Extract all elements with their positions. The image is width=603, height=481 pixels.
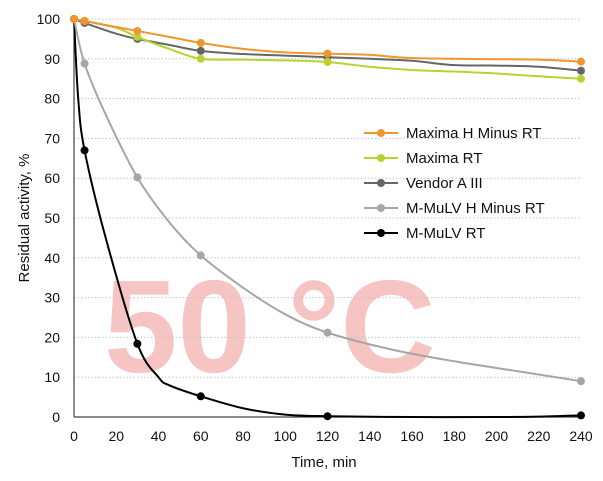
x-tick-label: 220 bbox=[527, 428, 551, 444]
y-tick-label: 100 bbox=[37, 11, 61, 27]
series-line bbox=[73, 18, 582, 383]
x-tick-label: 140 bbox=[358, 428, 382, 444]
data-point bbox=[133, 339, 142, 348]
x-tick-label: 80 bbox=[235, 428, 251, 444]
x-tick-label: 40 bbox=[151, 428, 167, 444]
data-point bbox=[133, 173, 142, 182]
data-point bbox=[196, 251, 205, 260]
legend-swatch-marker bbox=[377, 129, 385, 137]
x-tick-label: 120 bbox=[316, 428, 340, 444]
data-point bbox=[80, 16, 89, 25]
data-point bbox=[577, 411, 585, 420]
data-point bbox=[577, 74, 585, 83]
legend-swatch-marker bbox=[377, 179, 385, 187]
gridlines bbox=[74, 18, 581, 378]
legend-label: Vendor A III bbox=[406, 175, 483, 192]
y-tick-label: 50 bbox=[44, 210, 60, 226]
data-point bbox=[70, 15, 78, 23]
legend-item: M-MuLV RT bbox=[364, 225, 485, 242]
data-point bbox=[323, 57, 332, 66]
data-point bbox=[133, 32, 142, 41]
legend-swatch-marker bbox=[377, 229, 385, 237]
data-point bbox=[80, 146, 89, 155]
data-point bbox=[196, 54, 205, 63]
legend-item: Vendor A III bbox=[364, 175, 483, 192]
x-tick-labels: 0 20 40 60 80 100 120 140 160 180 200 220 240 bbox=[70, 428, 593, 444]
legend-label: Maxima H Minus RT bbox=[406, 125, 542, 142]
data-point bbox=[323, 328, 332, 337]
series-line bbox=[73, 18, 582, 80]
y-tick-label: 70 bbox=[44, 130, 60, 146]
x-axis-title: Time, min bbox=[291, 454, 356, 471]
series-1 bbox=[70, 15, 585, 83]
legend-swatch-marker bbox=[377, 204, 385, 212]
y-axis-title: Residual activity, % bbox=[16, 154, 33, 283]
legend-label: Maxima RT bbox=[406, 150, 482, 167]
legend-label: M-MuLV H Minus RT bbox=[406, 200, 545, 217]
data-point bbox=[196, 46, 205, 55]
data-point bbox=[196, 38, 205, 47]
y-tick-label: 20 bbox=[44, 329, 60, 345]
data-point bbox=[80, 59, 89, 68]
legend-item: Maxima H Minus RT bbox=[364, 125, 542, 142]
data-point bbox=[577, 57, 585, 66]
y-tick-label: 0 bbox=[52, 409, 60, 425]
x-tick-label: 180 bbox=[443, 428, 467, 444]
watermark-text: 50 °C bbox=[104, 253, 436, 400]
x-tick-label: 60 bbox=[193, 428, 209, 444]
legend-item: M-MuLV H Minus RT bbox=[364, 200, 545, 217]
y-tick-label: 40 bbox=[44, 250, 60, 266]
legend-label: M-MuLV RT bbox=[406, 225, 485, 242]
series-line bbox=[73, 18, 582, 72]
data-point bbox=[577, 377, 585, 386]
series-group bbox=[70, 15, 585, 421]
legend-swatch-marker bbox=[377, 154, 385, 162]
series-0 bbox=[70, 15, 585, 66]
x-tick-label: 240 bbox=[569, 428, 593, 444]
y-tick-label: 60 bbox=[44, 170, 60, 186]
x-tick-label: 0 bbox=[70, 428, 78, 444]
x-tick-label: 100 bbox=[274, 428, 298, 444]
data-point bbox=[133, 26, 142, 35]
x-tick-label: 160 bbox=[400, 428, 424, 444]
data-point bbox=[323, 49, 332, 58]
y-tick-label: 30 bbox=[44, 290, 60, 306]
x-tick-label: 20 bbox=[108, 428, 124, 444]
y-tick-label: 90 bbox=[44, 51, 60, 67]
y-tick-label: 80 bbox=[44, 91, 60, 107]
legend-item: Maxima RT bbox=[364, 150, 482, 167]
y-tick-labels: 0 10 20 30 40 50 60 70 80 90 100 bbox=[37, 11, 61, 425]
data-point bbox=[577, 66, 585, 75]
series-line bbox=[73, 18, 582, 63]
data-point bbox=[323, 412, 332, 421]
data-point bbox=[196, 392, 205, 401]
legend: Maxima H Minus RT Maxima RT Vendor A III M-… bbox=[364, 125, 545, 242]
x-tick-label: 200 bbox=[485, 428, 509, 444]
y-tick-label: 10 bbox=[44, 369, 60, 385]
